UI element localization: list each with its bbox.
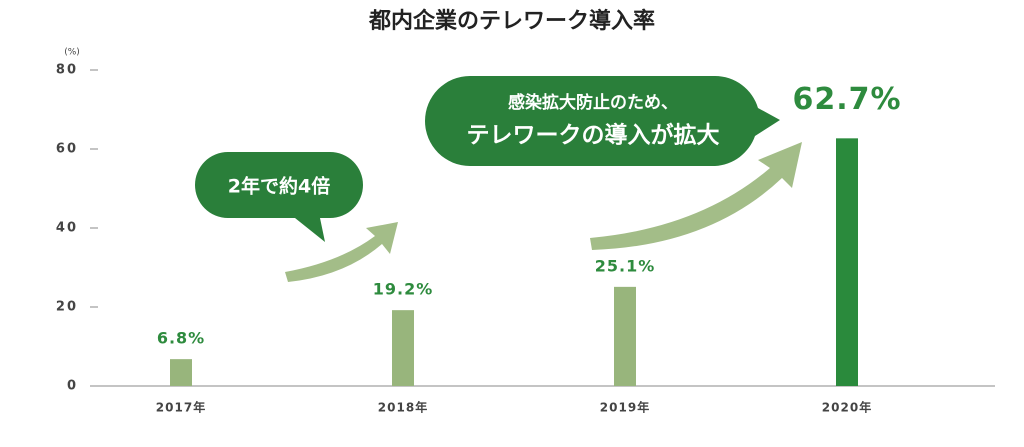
arrow <box>285 222 398 282</box>
x-tick-label: 2017年 <box>156 400 206 415</box>
x-tick-label: 2018年 <box>378 400 428 415</box>
value-label: 19.2% <box>373 280 434 299</box>
value-label: 6.8% <box>157 329 205 348</box>
y-tick-label: 60 <box>56 142 78 157</box>
bar <box>836 138 858 386</box>
y-unit: (%) <box>64 48 80 58</box>
arrow <box>590 142 802 250</box>
chart-title: 都内企業のテレワーク導入率 <box>368 8 655 34</box>
value-label: 62.7% <box>792 82 901 117</box>
annotation: 2年で約4倍 <box>228 175 330 198</box>
y-tick-label: 20 <box>56 300 78 315</box>
value-label: 25.1% <box>595 256 656 275</box>
speech-bubble <box>195 152 363 242</box>
bar <box>170 359 192 386</box>
bar <box>392 310 414 386</box>
y-tick-label: 0 <box>67 379 78 394</box>
y-tick-label: 80 <box>56 63 78 78</box>
annotation: テレワークの導入が拡大 <box>467 122 720 149</box>
annotation: 感染拡大防止のため、 <box>508 92 678 113</box>
bar <box>614 286 636 386</box>
x-tick-label: 2019年 <box>600 400 650 415</box>
x-tick-label: 2020年 <box>822 400 872 415</box>
speech-bubble <box>425 76 780 166</box>
y-tick-label: 40 <box>56 221 78 236</box>
